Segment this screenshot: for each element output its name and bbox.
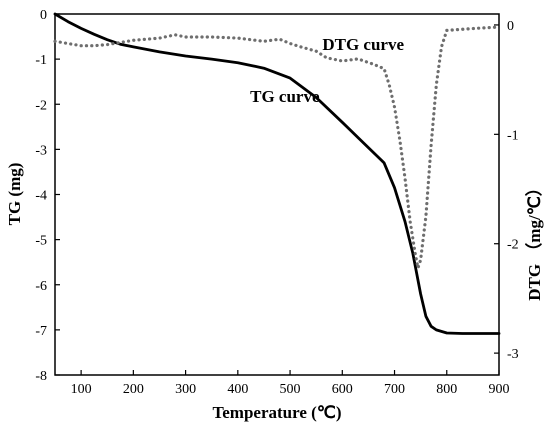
dtg-curve-label: DTG curve [322, 35, 404, 54]
annotation-layer: DTG curve TG curve [250, 35, 404, 106]
x-tick-label: 600 [332, 382, 353, 397]
x-axis-ticks: 100 200 300 400 500 600 700 800 900 [71, 370, 510, 397]
x-tick-label: 100 [71, 382, 92, 397]
x-axis-label: Temperature (℃) [212, 403, 341, 422]
y2-axis-label: DTG （mg/℃） [524, 179, 544, 301]
y2-tick-label: 0 [507, 19, 514, 34]
series-layer [53, 12, 501, 335]
y-tick-label: 0 [40, 8, 47, 23]
y2-tick-label: -2 [507, 238, 519, 253]
y-tick-label: -3 [35, 143, 47, 158]
y-tick-label: -1 [35, 53, 47, 68]
x-tick-label: 300 [175, 382, 196, 397]
y2-tick-label: -3 [507, 347, 519, 362]
y2-axis-ticks: 0 -1 -2 -3 [494, 19, 519, 362]
x-tick-label: 700 [384, 382, 405, 397]
tg-curve-line [53, 12, 501, 335]
y-tick-label: -7 [35, 324, 47, 339]
tg-curve-label: TG curve [250, 87, 320, 106]
x-tick-label: 900 [489, 382, 510, 397]
y-axis-ticks: 0 -1 -2 -3 -4 -5 -6 -7 -8 [35, 8, 60, 384]
plot-frame [54, 13, 500, 376]
x-tick-label: 400 [227, 382, 248, 397]
dtg-curve-line [53, 25, 501, 270]
y-tick-label: -2 [35, 98, 47, 113]
y-tick-label: -5 [35, 234, 47, 249]
y-axis-label: TG (mg) [5, 163, 24, 226]
y2-tick-label: -1 [507, 128, 519, 143]
y-tick-label: -4 [35, 189, 47, 204]
y-tick-label: -8 [35, 369, 47, 384]
x-tick-label: 800 [436, 382, 457, 397]
y-tick-label: -6 [35, 279, 47, 294]
x-tick-label: 200 [123, 382, 144, 397]
x-tick-label: 500 [280, 382, 301, 397]
